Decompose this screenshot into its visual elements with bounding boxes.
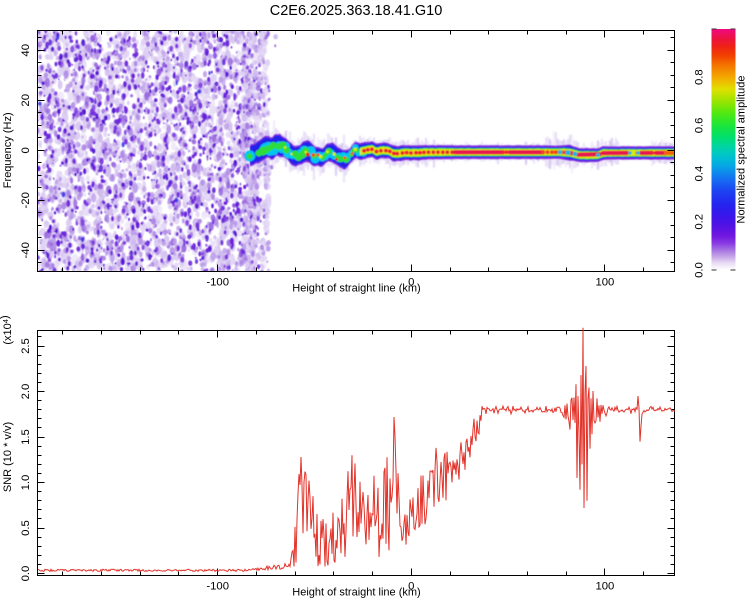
svg-text:Height of straight line (km): Height of straight line (km) xyxy=(292,283,420,295)
svg-text:C2E6.2025.363.18.41.G10: C2E6.2025.363.18.41.G10 xyxy=(270,3,443,19)
svg-text:0.5: 0.5 xyxy=(20,520,32,536)
svg-text:0.4: 0.4 xyxy=(694,166,706,182)
svg-text:2.5: 2.5 xyxy=(20,338,32,354)
svg-text:0: 0 xyxy=(408,581,414,593)
svg-text:-100: -100 xyxy=(206,581,229,593)
svg-text:Normalized spectral amplitude: Normalized spectral amplitude xyxy=(736,76,748,224)
svg-text:100: 100 xyxy=(595,277,614,289)
svg-text:0: 0 xyxy=(408,277,414,289)
svg-text:SNR (10 * v/v): SNR (10 * v/v) xyxy=(2,422,14,492)
svg-text:-100: -100 xyxy=(206,277,229,289)
svg-text:0.0: 0.0 xyxy=(20,566,32,582)
svg-text:-40: -40 xyxy=(20,242,32,258)
svg-text:20: 20 xyxy=(20,94,32,107)
svg-text:0.2: 0.2 xyxy=(694,214,706,230)
svg-text:1.0: 1.0 xyxy=(20,475,32,491)
svg-text:40: 40 xyxy=(20,44,32,57)
svg-text:1.5: 1.5 xyxy=(20,429,32,445)
svg-text:Height of straight line (km): Height of straight line (km) xyxy=(292,587,420,599)
svg-text:0.6: 0.6 xyxy=(694,118,706,134)
svg-text:0.8: 0.8 xyxy=(694,69,706,85)
svg-text:2.0: 2.0 xyxy=(20,384,32,400)
svg-text:0.0: 0.0 xyxy=(694,262,706,278)
svg-text:-20: -20 xyxy=(20,192,32,208)
svg-text:0: 0 xyxy=(20,147,32,153)
svg-text:100: 100 xyxy=(595,581,614,593)
svg-text:Frequency (Hz): Frequency (Hz) xyxy=(2,112,14,188)
